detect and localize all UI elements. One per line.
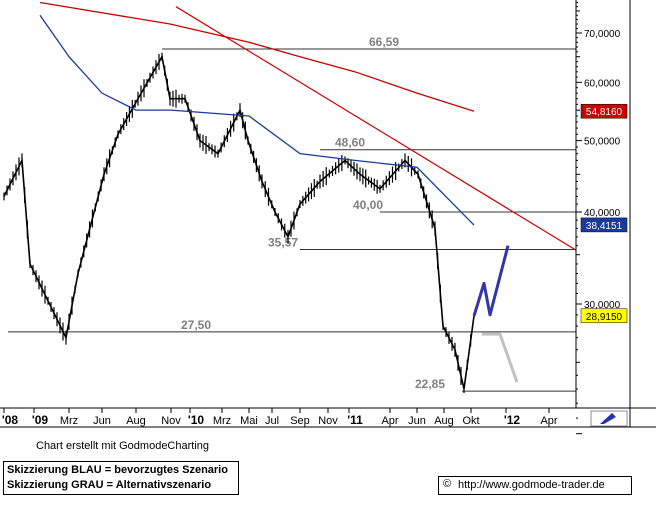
x-tick-label: Jul [265,415,279,427]
level-label: 35,57 [268,236,298,250]
source-link[interactable]: http://www.godmode-trader.de [458,479,605,491]
horizontal-levels: 66,59 48,60 40,00 35,57 27,50 22,85 [8,35,576,392]
price-chart: 66,59 48,60 40,00 35,57 27,50 22,85 30,0000 40… [0,0,656,435]
axes: 30,0000 40,0000 50,0000 60,0000 70,0000 '08 '0… [0,0,656,435]
level-label: 66,59 [369,35,399,49]
x-tick-label: Apr [381,415,398,427]
x-tick-label: Mai [240,415,258,427]
y-tick-label: 60,0000 [584,78,621,89]
x-tick-label: Okt [462,415,479,427]
y-tick-label: 40,0000 [584,208,621,219]
x-tick-label: Sep [290,415,310,427]
x-tick-label: Jun [408,415,426,427]
price-series [3,52,475,393]
x-tick-label: Aug [126,415,146,427]
source-box: © http://www.godmode-trader.de [438,476,632,495]
x-tick-label: Mrz [213,415,231,427]
x-tick-label: Nov [318,415,338,427]
price-marker: 54,8160 [580,103,628,119]
chart-caption: Chart erstellt mit GodmodeCharting [36,440,210,452]
price-marker: 28,9150 [580,308,628,324]
x-tick-label: Apr [540,415,557,427]
price-marker: 38,4151 [580,217,628,233]
x-tick-label: Aug [434,415,454,427]
level-label: 40,00 [353,198,383,212]
level-label: 48,60 [335,136,365,150]
x-tick-label: '12 [504,413,521,427]
scenario-grey [482,332,519,383]
scenario-legend: Skizzierung BLAU = bevorzugtes Szenario … [3,461,239,495]
price-marker-label: 54,8160 [586,107,623,118]
legend-grey-line: Skizzierung GRAU = Alternativszenario [7,479,212,491]
legend-blue-line: Skizzierung BLAU = bevorzugtes Szenario [7,464,228,476]
y-tick-label: 30,0000 [584,300,621,311]
scenario-blue [472,245,510,317]
x-tick-label: '08 [2,413,19,427]
x-tick-label: Jun [93,415,111,427]
x-tick-label: Mrz [60,415,78,427]
moving-average-red [39,1,475,112]
series-layer [3,1,577,393]
x-tick-label: '09 [32,413,49,427]
moving-average-blue [39,14,475,226]
plot-area [0,0,576,408]
price-marker-label: 28,9150 [586,312,623,323]
x-tick-label: '11 [347,413,363,427]
chart-tool-icon[interactable] [590,410,628,427]
y-tick-label: 50,0000 [584,137,621,148]
x-tick-label: '10 [188,413,205,427]
copyright-icon: © [443,478,452,490]
x-tick-label: Nov [161,415,181,427]
level-label: 22,85 [415,377,445,391]
y-tick-label: 70,0000 [584,29,621,40]
downtrend-line [175,6,577,251]
level-label: 27,50 [181,318,211,332]
price-marker-label: 38,4151 [586,221,623,232]
